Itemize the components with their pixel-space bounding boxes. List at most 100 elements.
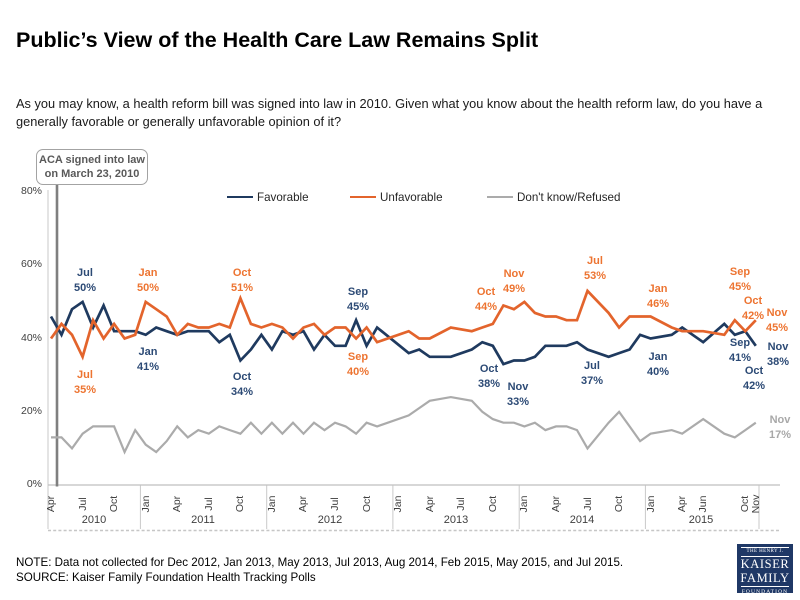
unfavorable-legend-swatch <box>350 195 376 199</box>
page-title: Public’s View of the Health Care Law Rem… <box>16 28 539 52</box>
label-month: Nov <box>507 381 529 393</box>
aca-annotation-box: ACA signed into law on March 23, 2010 <box>36 149 148 185</box>
label-favorable-nov-33%: Nov 33% <box>499 380 537 410</box>
label-month: Oct <box>476 286 496 298</box>
legend-item-favorable: Favorable <box>227 189 309 205</box>
label-month: Jan <box>138 267 158 279</box>
label-favorable-sep-45%: Sep 45% <box>339 285 377 315</box>
y-tick-80%: 80% <box>20 185 42 197</box>
x-tick-19-Jan: Jan <box>644 495 657 513</box>
label-month: Oct <box>232 371 252 383</box>
label-month: Nov <box>503 268 525 280</box>
label-value: 41% <box>728 352 752 364</box>
x-tick-15-Jan: Jan <box>518 495 531 513</box>
label-dk-nov-17%: Nov 17% <box>761 413 799 443</box>
dk-line <box>51 395 757 455</box>
label-value: 33% <box>506 396 530 408</box>
kff-logo-kaiser: KAISER <box>740 556 790 571</box>
label-month: Oct <box>479 363 499 375</box>
label-value: 40% <box>346 366 370 378</box>
label-month: Jul <box>587 255 603 267</box>
y-tick-20%: 20% <box>20 404 42 417</box>
survey-question-text: As you may know, a health reform bill wa… <box>16 96 763 129</box>
label-value: 51% <box>230 282 254 294</box>
label-favorable-oct-42%: Oct 42% <box>735 364 773 394</box>
label-value: 46% <box>646 298 670 310</box>
aca-annotation-line1: ACA signed into law <box>39 154 145 166</box>
y-tick-60%: 60% <box>20 258 42 271</box>
x-tick-6-Oct: Oct <box>234 495 247 513</box>
label-month: Sep <box>729 266 751 278</box>
label-favorable-jan-40%: Jan 40% <box>639 350 677 380</box>
year-label-2014: 2014 <box>569 514 595 526</box>
label-unfavorable-jul-35%: Jul 35% <box>66 368 104 398</box>
year-label-2010: 2010 <box>81 514 107 526</box>
kff-logo-family: FAMILY <box>740 570 790 585</box>
label-favorable-oct-34%: Oct 34% <box>223 370 261 400</box>
label-value: 45% <box>728 281 752 293</box>
label-month: Nov <box>769 414 791 426</box>
label-month: Jan <box>648 351 668 363</box>
legend-item-unfavorable: Unfavorable <box>350 189 443 205</box>
label-month: Jul <box>77 267 93 279</box>
year-label-2015: 2015 <box>688 514 714 526</box>
label-value: 53% <box>583 270 607 282</box>
label-month: Sep <box>347 351 369 363</box>
label-month: Oct <box>232 267 252 279</box>
label-favorable-sep-41%: Sep 41% <box>721 336 759 366</box>
label-favorable-jul-37%: Jul 37% <box>573 359 611 389</box>
label-unfavorable-jul-53%: Jul 53% <box>576 254 614 284</box>
x-tick-0-Apr: Apr <box>45 495 57 513</box>
y-tick-40%: 40% <box>20 331 42 344</box>
kff-logo: THE HENRY J. KAISER FAMILY FOUNDATION <box>737 544 793 595</box>
label-value: 41% <box>136 361 160 373</box>
label-month: Oct <box>744 365 764 377</box>
label-unfavorable-sep-40%: Sep 40% <box>339 350 377 380</box>
x-tick-14-Oct: Oct <box>486 495 499 513</box>
x-tick-7-Jan: Jan <box>265 495 278 513</box>
label-month: Jul <box>77 369 93 381</box>
year-label-2013: 2013 <box>443 514 469 526</box>
label-unfavorable-jan-50%: Jan 50% <box>129 266 167 296</box>
label-value: 38% <box>477 378 501 390</box>
dk-legend-label: Don't know/Refused <box>517 190 621 204</box>
label-value: 37% <box>580 375 604 387</box>
kff-logo-henry-j: THE HENRY J. <box>741 547 789 557</box>
label-value: 40% <box>646 366 670 378</box>
label-month: Jul <box>584 360 600 372</box>
label-unfavorable-oct-51%: Oct 51% <box>223 266 261 296</box>
x-tick-10-Oct: Oct <box>360 495 373 513</box>
label-value: 49% <box>502 283 526 295</box>
label-value: 35% <box>73 384 97 396</box>
aca-annotation-line2: on March 23, 2010 <box>44 168 140 180</box>
label-value: 44% <box>474 301 498 313</box>
label-value: 17% <box>768 429 792 441</box>
label-value: 45% <box>346 301 370 313</box>
label-value: 50% <box>136 282 160 294</box>
dk-legend-swatch <box>487 195 513 199</box>
y-tick-0%: 0% <box>26 478 42 490</box>
kff-logo-foundation: FOUNDATION <box>741 586 789 595</box>
label-value: 34% <box>230 386 254 398</box>
label-month: Nov <box>766 307 788 319</box>
label-value: 38% <box>766 356 790 368</box>
label-value: 50% <box>73 282 97 294</box>
x-tick-3-Jan: Jan <box>139 495 152 513</box>
label-unfavorable-nov-45%: Nov 45% <box>758 306 796 336</box>
unfavorable-legend-label: Unfavorable <box>380 190 443 204</box>
label-month: Sep <box>347 286 369 298</box>
label-month: Jan <box>648 283 668 295</box>
favorable-legend-label: Favorable <box>257 190 309 204</box>
unfavorable-line <box>49 288 757 361</box>
label-month: Nov <box>767 341 789 353</box>
label-month: Oct <box>743 295 763 307</box>
x-tick-18-Oct: Oct <box>613 495 626 513</box>
year-label-2011: 2011 <box>191 514 215 526</box>
x-tick-11-Jan: Jan <box>392 495 405 513</box>
label-favorable-oct-38%: Oct 38% <box>470 362 508 392</box>
year-label-2012: 2012 <box>317 514 343 526</box>
favorable-legend-swatch <box>227 195 253 199</box>
label-month: Sep <box>729 337 751 349</box>
